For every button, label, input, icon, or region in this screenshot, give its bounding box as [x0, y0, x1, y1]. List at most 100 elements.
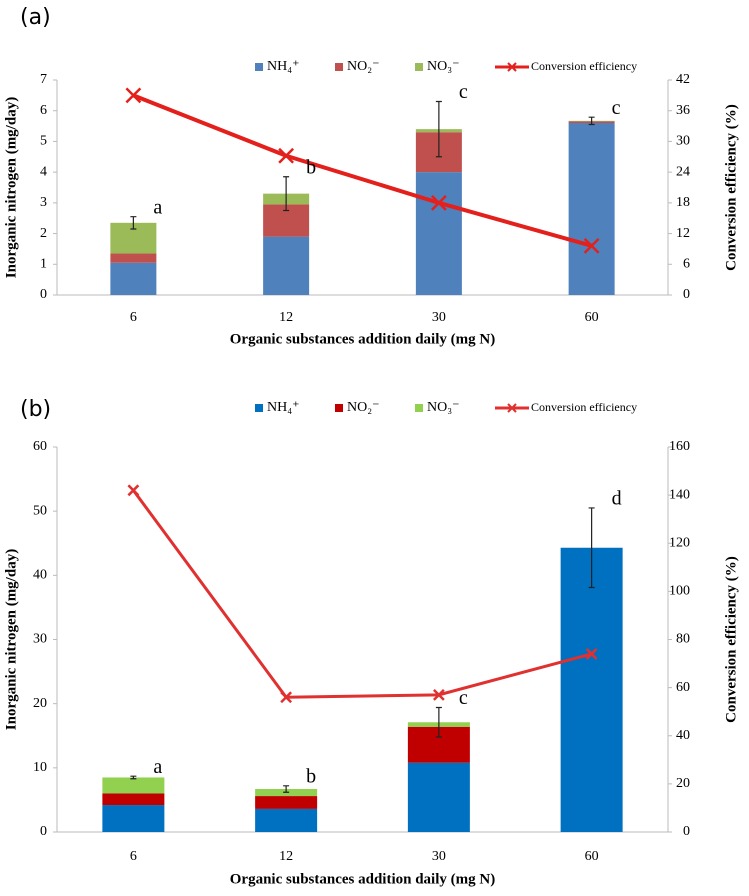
y2-tick-label: 6 [683, 257, 690, 272]
bar-segment [560, 547, 623, 832]
error-bar [435, 706, 442, 738]
y-tick-label: 2 [40, 226, 47, 241]
annotation: c [459, 687, 468, 709]
legend-swatch [335, 63, 343, 71]
legend-swatch [255, 63, 263, 71]
line [132, 93, 593, 248]
y-tick-label: 30 [33, 632, 47, 647]
bar-segment [102, 805, 165, 832]
error-bar [283, 176, 290, 212]
annotation: b [306, 156, 316, 178]
legend-swatch [507, 62, 517, 72]
y2-tick-label: 0 [683, 287, 690, 302]
y-tick-label: 3 [40, 195, 47, 210]
error-bar [283, 785, 290, 793]
y2-tick-label: 160 [669, 439, 690, 454]
y2-tick-label: 36 [676, 103, 690, 118]
annotation: c [612, 97, 621, 119]
bar-segment [110, 262, 157, 295]
y-tick-label: 1 [40, 257, 47, 272]
y2-tick-label: 30 [676, 134, 690, 149]
y2-tick-label: 120 [669, 535, 690, 550]
y-tick-label: 0 [40, 824, 47, 839]
y2-tick-label: 140 [669, 487, 690, 502]
y2-tick-label: 12 [676, 226, 690, 241]
y2-tick-label: 18 [676, 195, 690, 210]
y-tick-label: 50 [33, 503, 47, 518]
legend-label: NO₂⁻ [347, 59, 380, 74]
panel-label: (a) [20, 5, 51, 30]
error-bar [435, 100, 442, 158]
marker [278, 147, 295, 164]
y-tick-label: 7 [40, 72, 47, 87]
y-tick-label: 0 [40, 287, 47, 302]
x-axis-title: Organic substances addition daily (mg N) [230, 871, 495, 887]
marker [430, 194, 447, 211]
y-tick-label: 5 [40, 134, 47, 149]
y-tick-label: 4 [40, 164, 47, 179]
y-axis-title: Inorganic nitrogen (mg/day) [3, 97, 19, 278]
bar-segment [415, 172, 462, 295]
marker [583, 237, 600, 254]
legend-swatch [507, 403, 517, 413]
y2-tick-label: 40 [676, 728, 690, 743]
error-bar [588, 116, 595, 126]
x-tick-label: 30 [432, 849, 446, 864]
error-bar [130, 775, 137, 780]
legend-swatch [255, 404, 263, 412]
y2-tick-label: 20 [676, 776, 690, 791]
y2-axis-title: Conversion efficiency (%) [723, 556, 739, 723]
x-tick-label: 12 [279, 849, 293, 864]
legend-swatch [415, 63, 423, 71]
marker [432, 688, 445, 701]
y-tick-label: 40 [33, 568, 47, 583]
error-bar [588, 507, 595, 589]
y-tick-label: 6 [40, 103, 47, 118]
y-tick-label: 10 [33, 760, 47, 775]
legend-label: Conversion efficiency [531, 400, 637, 414]
marker [280, 691, 293, 704]
panel-label: (b) [20, 397, 51, 422]
y-tick-label: 60 [33, 439, 47, 454]
y2-axis-title: Conversion efficiency (%) [723, 104, 739, 271]
legend-label: NO₂⁻ [347, 400, 380, 415]
legend-label: NO₃⁻ [427, 400, 460, 415]
legend-swatch [415, 404, 423, 412]
x-axis-title: Organic substances addition daily (mg N) [230, 331, 495, 347]
error-bar [130, 216, 137, 230]
line [132, 489, 593, 699]
annotation: b [306, 765, 316, 787]
x-tick-label: 30 [432, 310, 446, 325]
annotation: c [459, 81, 468, 103]
x-tick-label: 60 [585, 849, 599, 864]
marker [125, 87, 142, 104]
bar-segment [568, 123, 615, 295]
y2-tick-label: 24 [676, 164, 690, 179]
y-axis-title: Inorganic nitrogen (mg/day) [3, 549, 19, 730]
y2-tick-label: 80 [676, 632, 690, 647]
y2-tick-label: 0 [683, 824, 690, 839]
legend-swatch [335, 404, 343, 412]
bar-segment [102, 793, 165, 806]
y2-tick-label: 100 [669, 584, 690, 599]
marker [585, 648, 598, 660]
legend-label: Conversion efficiency [531, 59, 637, 73]
bar-segment [110, 253, 157, 263]
bar-segment [263, 236, 310, 295]
bar-segment [255, 796, 318, 809]
annotation: d [612, 488, 622, 510]
y2-tick-label: 42 [676, 72, 690, 87]
x-tick-label: 12 [279, 310, 293, 325]
y2-tick-label: 60 [676, 680, 690, 695]
bar-segment [102, 777, 165, 794]
x-tick-label: 6 [130, 849, 137, 864]
annotation: a [153, 196, 162, 218]
y-tick-label: 20 [33, 696, 47, 711]
annotation: a [153, 756, 162, 778]
marker [127, 484, 140, 497]
legend-label: NH₄⁺ [267, 400, 300, 415]
legend-label: NH₄⁺ [267, 59, 300, 74]
x-tick-label: 60 [585, 310, 599, 325]
legend-label: NO₃⁻ [427, 59, 460, 74]
